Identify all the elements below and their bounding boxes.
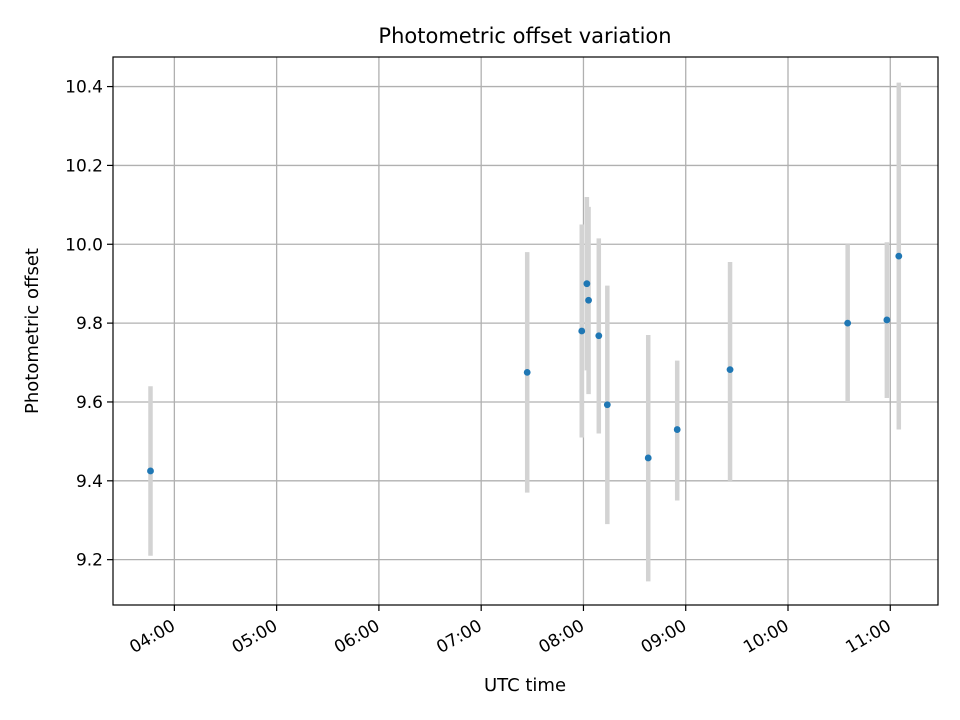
data-point <box>523 368 531 376</box>
chart-title: Photometric offset variation <box>378 24 671 48</box>
data-point <box>883 316 891 324</box>
y-tick-label: 10.2 <box>65 156 103 176</box>
y-axis: 9.2 9.4 9.6 9.8 10.0 10.2 10.4 <box>65 78 113 571</box>
data-point <box>603 401 611 409</box>
data-point <box>147 467 154 475</box>
plot-frame <box>112 56 939 606</box>
data-point <box>644 454 652 462</box>
data-point <box>895 252 903 260</box>
y-axis-label: Photometric offset <box>22 248 43 414</box>
y-tick-label: 9.2 <box>76 551 103 571</box>
y-tick-label: 10.0 <box>65 235 103 255</box>
data-point <box>673 426 681 433</box>
y-tick-label: 9.4 <box>76 472 103 492</box>
y-tick-label: 9.8 <box>76 314 103 334</box>
data-point <box>578 327 586 335</box>
data-point <box>585 296 592 304</box>
data-points <box>147 252 903 475</box>
x-axis-label: UTC time <box>484 675 566 696</box>
data-point <box>844 319 852 327</box>
y-tick-label: 9.6 <box>76 393 103 413</box>
data-point <box>726 366 734 374</box>
data-point <box>595 332 603 340</box>
y-tick-label: 10.4 <box>65 78 103 98</box>
data-point <box>583 280 591 288</box>
